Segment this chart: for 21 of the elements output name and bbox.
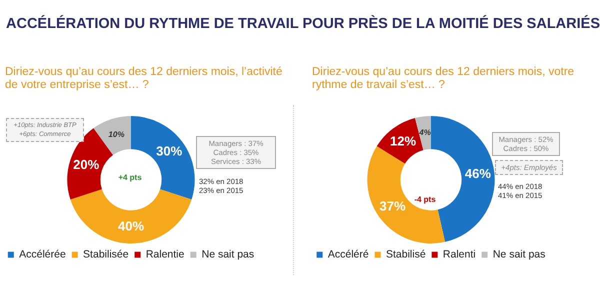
- legend-label: Ralentie: [146, 248, 185, 261]
- data-label: 46%: [464, 166, 492, 182]
- legend-label: Stabilisée: [83, 248, 129, 261]
- data-label: 4%: [418, 128, 431, 138]
- data-label: 30%: [156, 144, 183, 159]
- data-label: 37%: [380, 198, 406, 214]
- legend-label: Ralenti: [442, 248, 476, 261]
- chart-subtitle: Diriez-vous qu’au cours des 12 derniers mois, votre rythme de travail s’est… ?: [312, 66, 576, 92]
- chart-subtitle: Diriez-vous qu’au cours des 12 derniers mois, l’activité de votre entreprise s’est… ?: [5, 66, 284, 92]
- data-label: 12%: [390, 133, 416, 148]
- legend-label: Accéléré: [328, 248, 369, 261]
- legend-label: Accélérée: [19, 248, 66, 261]
- text: -4 pts: [414, 195, 436, 204]
- text: +4 pts: [117, 173, 143, 182]
- legend-label: Ne sait pas: [202, 248, 254, 261]
- data-label: 10%: [108, 130, 124, 140]
- legend-label: Ne sait pas: [492, 248, 546, 261]
- legend-label: Stabilisé: [386, 248, 426, 261]
- data-label: 40%: [118, 218, 144, 234]
- data-label: 20%: [73, 156, 100, 172]
- text: ACCÉLÉRATION DU RYTHME DE TRAVAIL POUR PRÈS DE LA MOITIÉ DES SALARIÉS: [6, 16, 600, 32]
